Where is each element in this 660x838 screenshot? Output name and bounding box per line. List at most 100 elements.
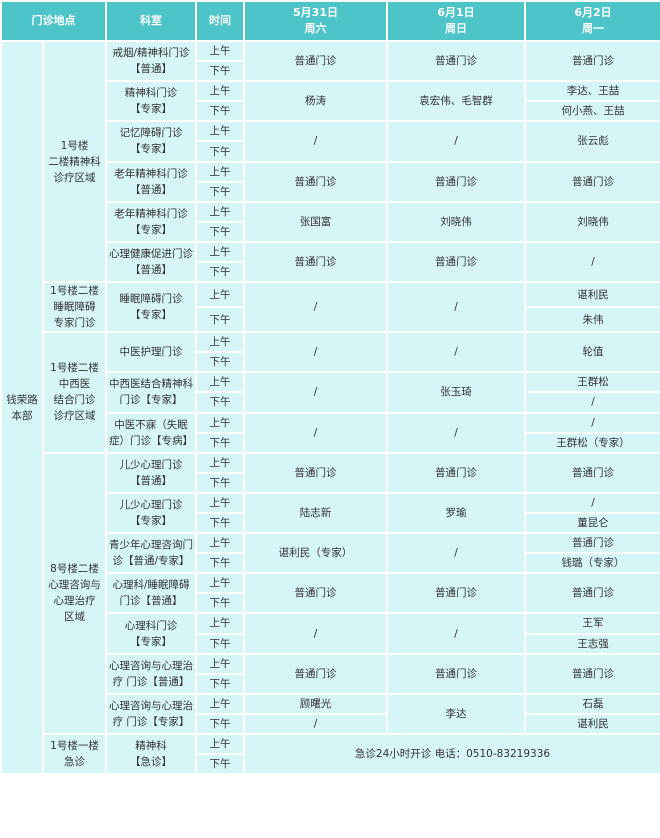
day-weekday: 周日	[445, 22, 467, 35]
table-row: 心理咨询与心理治 疗 门诊【专家】 上午 顾曙光 李达 石磊	[1, 692, 660, 736]
table-row: 下午 /	[1, 391, 660, 414]
table-row: 下午	[1, 261, 660, 284]
schedule-cell: /	[386, 532, 526, 575]
schedule-cell: 朱伟	[524, 306, 660, 334]
table-row: 中西医结合精神科 门诊【专家】 上午 / 张玉琦 王群松	[1, 371, 660, 414]
location-cell: 1号楼二楼 中西医 结合门诊 诊疗区域	[42, 331, 107, 454]
period-cell: 下午	[195, 552, 245, 575]
period-cell: 下午	[195, 592, 245, 615]
outpatient-schedule-table: 门诊地点 科室 时间 5月31日 周六 6月1日 周日 6月2日 周一 钱荣路 本部 1…	[0, 0, 660, 776]
table-row: 心理科/睡眠障碍 门诊【普通】 上午 普通门诊 普通门诊 普通门诊	[1, 572, 660, 615]
period-cell: 上午	[195, 281, 245, 309]
period-cell: 下午	[195, 220, 245, 243]
table-row: 心理健康促进门诊 【普通】 上午 普通门诊 普通门诊 /	[1, 240, 660, 284]
department-cell: 心理咨询与心理治 疗 门诊【专家】	[105, 692, 197, 736]
day-date: 6月1日	[437, 6, 475, 19]
schedule-cell: /	[386, 331, 526, 374]
schedule-cell: /	[243, 612, 388, 655]
schedule-cell: 陆志新	[243, 491, 388, 535]
period-cell: 下午	[195, 672, 245, 695]
schedule-cell: /	[243, 331, 388, 374]
schedule-cell: /	[524, 491, 660, 514]
day-weekday: 周六	[304, 22, 327, 35]
period-cell: 下午	[195, 180, 245, 203]
schedule-cell: /	[243, 120, 388, 163]
table-row: 下午	[1, 140, 660, 163]
location-cell: 1号楼一楼 急诊	[42, 732, 107, 776]
schedule-cell: 顾曙光	[243, 692, 388, 715]
schedule-cell: 普通门诊	[386, 451, 526, 494]
schedule-cell: 罗瑜	[386, 491, 526, 535]
schedule-cell: 轮值	[524, 331, 660, 374]
table-row: 下午	[1, 220, 660, 243]
schedule-cell: 普通门诊	[243, 240, 388, 284]
schedule-cell: 李达	[386, 692, 526, 736]
schedule-cell: /	[243, 371, 388, 414]
department-cell: 老年精神科门诊 【专家】	[105, 200, 197, 243]
department-cell: 睡眠障碍门诊 【专家】	[105, 281, 197, 334]
header-day-2: 6月1日周日	[386, 0, 526, 42]
schedule-cell: /	[386, 612, 526, 655]
day-date: 5月31日	[293, 6, 338, 19]
schedule-cell: 普通门诊	[243, 39, 388, 83]
schedule-cell: 普通门诊	[524, 160, 660, 203]
schedule-cell: 杨涛	[243, 80, 388, 123]
schedule-cell: 张国富	[243, 200, 388, 243]
schedule-cell: 普通门诊	[243, 572, 388, 615]
table-row: 下午	[1, 60, 660, 83]
table-row: 青少年心理咨询门 诊【普通/专家】 上午 谌利民（专家） / 普通门诊	[1, 532, 660, 575]
department-cell: 儿少心理门诊 【专家】	[105, 491, 197, 535]
table-row: 1号楼一楼 急诊 精神科 【急诊】 上午 急诊24小时开诊 电话：0510-83219…	[1, 732, 660, 776]
schedule-cell: 普通门诊	[524, 572, 660, 615]
period-cell: 上午	[195, 572, 245, 595]
table-row: 下午	[1, 672, 660, 695]
table-row: 中医不寐（失眠 症）门诊【专病】 上午 / / /	[1, 411, 660, 454]
schedule-cell: /	[524, 411, 660, 434]
table-row: 下午 王群松（专家）	[1, 431, 660, 454]
department-cell: 记忆障碍门诊 【专家】	[105, 120, 197, 163]
period-cell: 上午	[195, 411, 245, 434]
schedule-cell: 普通门诊	[243, 451, 388, 494]
location-cell: 8号楼二楼 心理咨询与 心理治疗 区域	[42, 451, 107, 736]
table-row: 1号楼二楼 中西医 结合门诊 诊疗区域 中医护理门诊 上午 / / 轮值	[1, 331, 660, 454]
department-cell: 精神科门诊 【专家】	[105, 80, 197, 123]
schedule-cell: 普通门诊	[524, 652, 660, 695]
period-cell: 上午	[195, 371, 245, 394]
schedule-cell: 刘晓伟	[386, 200, 526, 243]
schedule-cell: /	[243, 712, 388, 736]
table-row: 下午	[1, 180, 660, 203]
schedule-cell: 普通门诊	[386, 39, 526, 83]
department-cell: 戒烟/精神科门诊 【普通】	[105, 39, 197, 83]
period-cell: 下午	[195, 351, 245, 374]
schedule-cell: 谌利民	[524, 712, 660, 736]
schedule-cell: 李达、王喆	[524, 80, 660, 103]
schedule-cell: 钱璐（专家）	[524, 552, 660, 575]
period-cell: 上午	[195, 80, 245, 103]
header-row: 门诊地点 科室 时间 5月31日 周六 6月1日 周日 6月2日 周一	[0, 0, 660, 42]
schedule-cell: 刘晓伟	[524, 200, 660, 243]
day-date: 6月2日	[574, 6, 612, 19]
table-row: 老年精神科门诊 【普通】 上午 普通门诊 普通门诊 普通门诊	[1, 160, 660, 203]
schedule-cell: /	[524, 391, 660, 414]
schedule-cell: 普通门诊	[386, 652, 526, 695]
emergency-info-cell: 急诊24小时开诊 电话：0510-83219336	[243, 732, 660, 776]
schedule-cell: /	[524, 240, 660, 284]
period-cell: 上午	[195, 612, 245, 635]
schedule-cell: 普通门诊	[386, 240, 526, 284]
day-weekday: 周一	[582, 22, 604, 35]
schedule-cell: 王群松（专家）	[524, 431, 660, 454]
schedule-cell: /	[386, 281, 526, 334]
campus-cell: 钱荣路 本部	[0, 39, 44, 776]
period-cell: 下午	[195, 511, 245, 535]
table-row: 记忆障碍门诊 【专家】 上午 / / 张云彪	[1, 120, 660, 163]
table-row: 心理咨询与心理治 疗 门诊【普通】 上午 普通门诊 普通门诊 普通门诊	[1, 652, 660, 695]
period-cell: 上午	[195, 652, 245, 675]
department-cell: 中医不寐（失眠 症）门诊【专病】	[105, 411, 197, 454]
period-cell: 上午	[195, 532, 245, 555]
schedule-cell: 普通门诊	[386, 572, 526, 615]
table-row: 1号楼二楼 睡眠障碍 专家门诊 睡眠障碍门诊 【专家】 上午 / / 谌利民	[1, 281, 660, 334]
header-department: 科室	[105, 0, 197, 42]
schedule-cell: 何小燕、王喆	[524, 100, 660, 123]
period-cell: 上午	[195, 160, 245, 183]
table-row: 下午	[1, 351, 660, 374]
